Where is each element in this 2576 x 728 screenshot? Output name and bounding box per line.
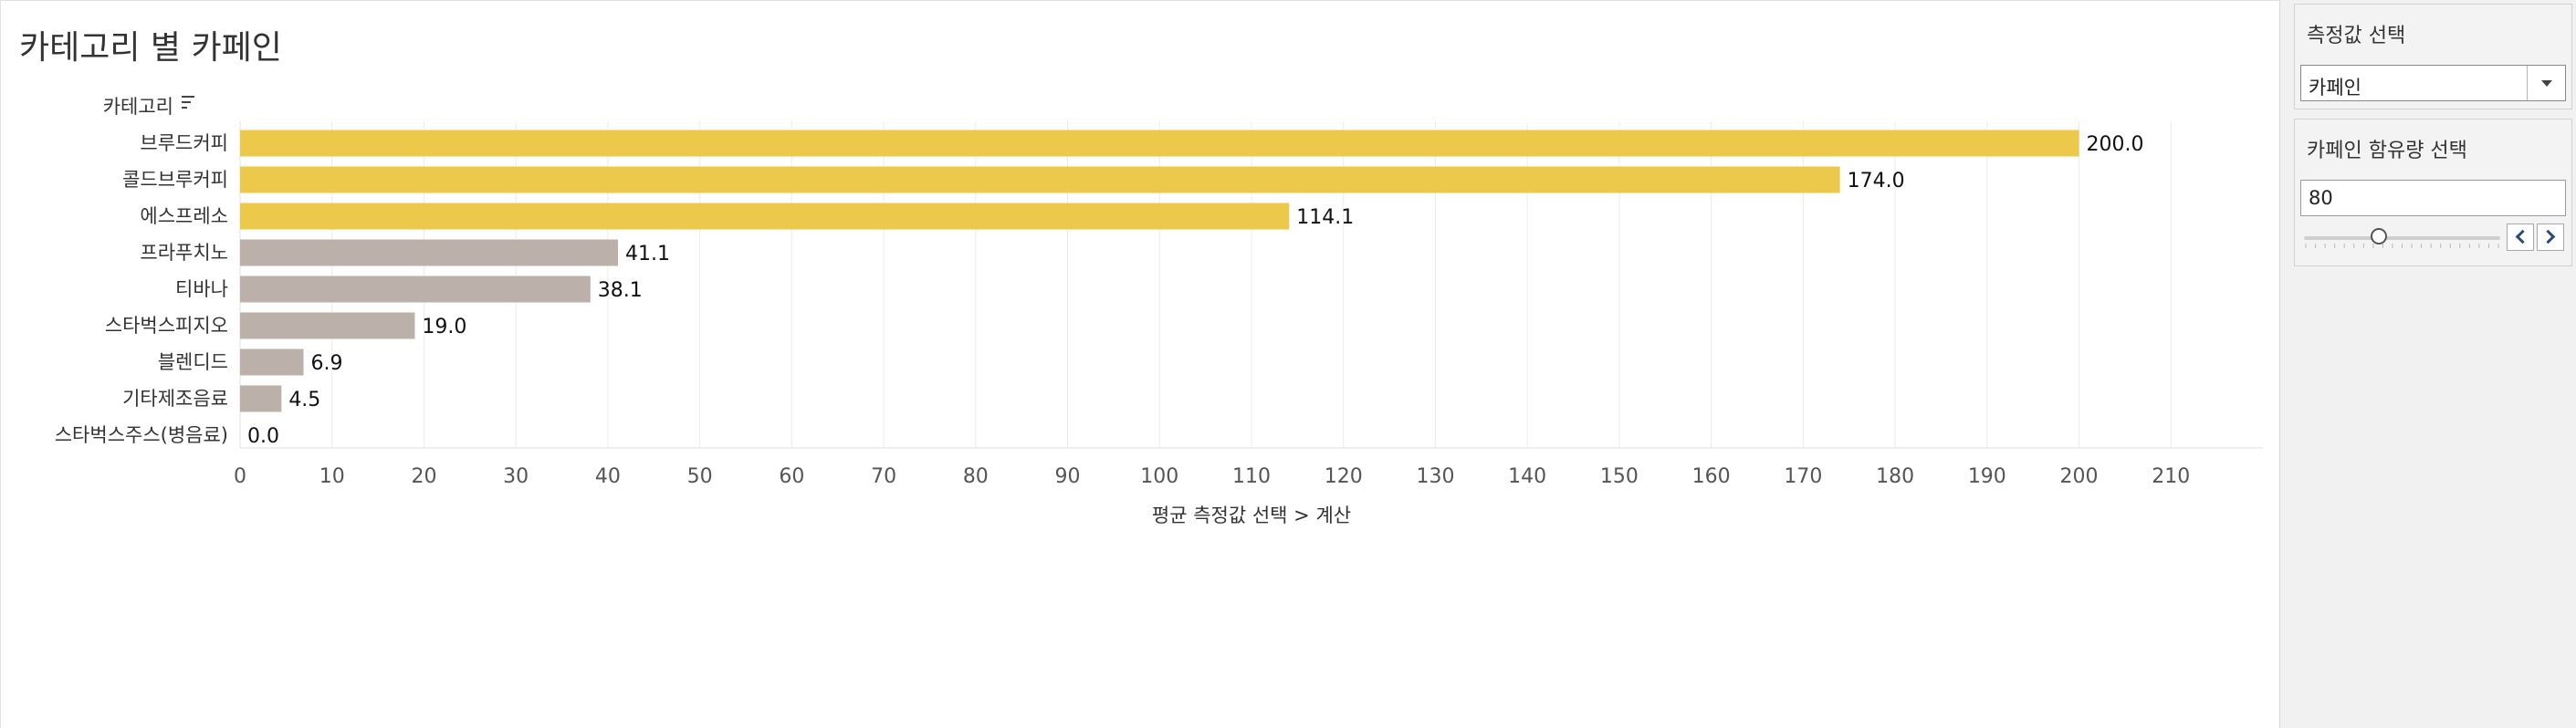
value-label: 200.0	[2087, 133, 2144, 156]
x-tick-label: 110	[1232, 465, 1271, 488]
bar	[240, 130, 2079, 157]
measure-select[interactable]: 카페인	[2300, 65, 2566, 101]
category-label: 블렌디드	[158, 351, 228, 373]
x-tick-label: 50	[687, 465, 713, 488]
caffeine-filter-title: 카페인 함유량 선택	[2307, 140, 2467, 162]
x-tick-label: 210	[2152, 465, 2190, 488]
x-tick-label: 60	[779, 465, 804, 488]
caffeine-value-input[interactable]: 80	[2300, 180, 2566, 216]
value-label: 174.0	[1848, 170, 1905, 192]
sort-icon-bar	[182, 101, 191, 103]
x-tick-label: 130	[1416, 465, 1454, 488]
value-label: 4.5	[288, 389, 320, 411]
slider-ticks	[2305, 244, 2499, 248]
chevron-left-icon	[2515, 229, 2530, 244]
chevron-right-icon	[2540, 229, 2556, 244]
measure-filter-card: 측정값 선택 카페인	[2294, 4, 2572, 109]
x-tick-label: 0	[234, 465, 246, 488]
x-tick-label: 200	[2060, 465, 2099, 488]
value-label: 41.1	[625, 243, 670, 265]
filter-panel: 측정값 선택 카페인 카페인 함유량 선택 80	[2280, 0, 2576, 728]
bar	[240, 203, 1290, 230]
value-label: 6.9	[311, 352, 343, 375]
x-tick-label: 10	[319, 465, 345, 488]
value-label: 38.1	[598, 279, 643, 302]
x-tick-label: 70	[871, 465, 896, 488]
caffeine-filter-card: 카페인 함유량 선택 80	[2294, 119, 2572, 266]
slider-next-button[interactable]	[2537, 224, 2564, 251]
category-label: 기타제조음료	[122, 388, 228, 410]
value-label: 19.0	[422, 316, 466, 338]
category-label: 티바나	[175, 278, 228, 300]
x-tick-label: 160	[1692, 465, 1731, 488]
bar	[240, 385, 282, 412]
x-tick-label: 150	[1600, 465, 1639, 488]
category-label: 콜드브루커피	[122, 169, 228, 191]
category-label: 스타벅스피지오	[105, 315, 228, 337]
bar	[240, 276, 591, 303]
sort-icon-bar	[182, 107, 187, 109]
page-title: 카테고리 별 카페인	[19, 29, 282, 67]
measure-dropdown-button[interactable]	[2527, 66, 2565, 100]
measure-filter-title: 측정값 선택	[2307, 25, 2406, 47]
x-tick-label: 20	[411, 465, 436, 488]
chart-pane: 카테고리 별 카페인 카테고리 브루드커피 200.0 콜드브루커피 174.0 에스프레…	[0, 0, 2280, 728]
x-tick-label: 30	[503, 465, 529, 488]
row-header-label: 카테고리	[103, 96, 173, 118]
measure-select-value: 카페인	[2309, 77, 2361, 99]
x-tick-label: 190	[1968, 465, 2006, 488]
x-tick-label: 180	[1876, 465, 1914, 488]
x-tick-label: 170	[1784, 465, 1822, 488]
category-label: 스타벅스주스(병음료)	[55, 424, 228, 446]
x-tick-label: 90	[1055, 465, 1081, 488]
value-label: 114.1	[1296, 206, 1354, 229]
x-tick-label: 40	[595, 465, 621, 488]
sort-icon-bar	[182, 96, 194, 98]
category-label: 프라푸치노	[140, 242, 228, 264]
x-tick-label: 80	[963, 465, 989, 488]
x-axis-title: 평균 측정값 선택 > 계산	[1152, 504, 1351, 526]
chevron-down-icon	[2541, 80, 2552, 87]
slider-prev-button[interactable]	[2507, 224, 2534, 251]
x-tick-label: 100	[1140, 465, 1178, 488]
x-tick-label: 120	[1325, 465, 1363, 488]
value-label: 0.0	[247, 425, 279, 448]
bar	[240, 312, 415, 339]
caffeine-slider-track[interactable]	[2304, 236, 2500, 240]
bar	[240, 239, 618, 266]
x-tick-label: 140	[1508, 465, 1546, 488]
category-label: 브루드커피	[140, 132, 228, 154]
category-label: 에스프레소	[140, 205, 228, 227]
bar	[240, 166, 1840, 193]
caffeine-slider-thumb[interactable]	[2370, 228, 2387, 244]
sort-icon[interactable]	[182, 96, 194, 109]
bar	[240, 348, 304, 376]
